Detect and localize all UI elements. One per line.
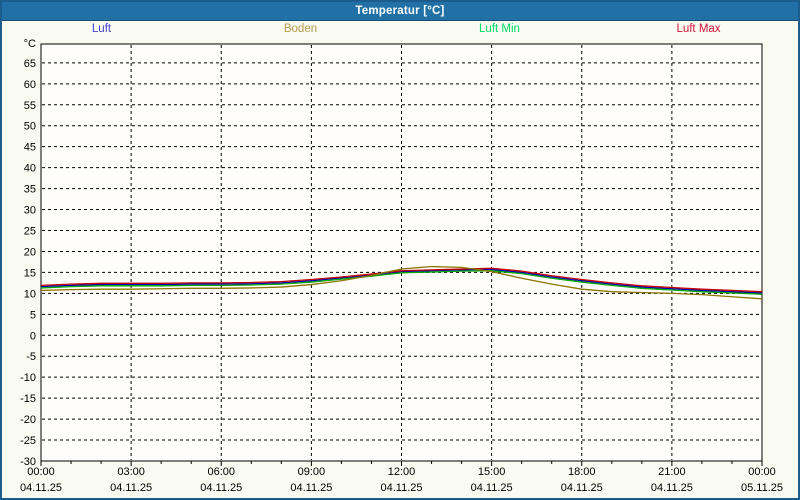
x-tick-time: 09:00 [298, 466, 326, 478]
x-tick-date: 04.11.25 [110, 482, 152, 494]
x-tick-time: 06:00 [207, 466, 235, 478]
x-tick-date: 04.11.25 [200, 482, 242, 494]
y-tick-label: 20 [24, 246, 36, 258]
y-tick-label: -25 [20, 435, 36, 447]
y-tick-label: 60 [24, 79, 36, 91]
legend-item-luft-max: Luft Max [676, 23, 721, 35]
y-tick-label: 15 [24, 267, 36, 279]
window-title-bar: Temperatur [°C] [2, 2, 798, 21]
chart-area: 65 60 55 50 45 40 35 30 25 20 15 10 5 0 -5 -10 -15 -20 -25… [2, 37, 798, 498]
legend-item-boden: Boden [283, 23, 318, 35]
y-tick-label: -5 [26, 351, 36, 363]
y-tick-label: -30 [20, 456, 36, 468]
y-tick-label: 65 [24, 58, 36, 70]
y-tick-label: 50 [24, 121, 36, 133]
y-tick-label: -20 [20, 414, 36, 426]
series-line-boden [40, 265, 763, 300]
x-tick-time: 12:00 [388, 466, 416, 478]
x-tick-time: 21:00 [658, 466, 686, 478]
y-tick-label: 45 [24, 142, 36, 154]
series-line-luft [40, 268, 763, 294]
y-tick-label: -10 [20, 372, 36, 384]
x-tick-time: 00:00 [748, 466, 776, 478]
x-tick-date: 04.11.25 [380, 482, 422, 494]
x-tick-date: 04.11.25 [20, 482, 62, 494]
series-line-luft-min [40, 270, 763, 295]
y-axis-unit-label: °C [24, 38, 36, 50]
y-tick-label: 0 [30, 330, 36, 342]
series-line-luft-max [40, 267, 763, 293]
x-tick-time: 15:00 [478, 466, 506, 478]
x-tick-time: 03:00 [117, 466, 145, 478]
y-tick-label: 10 [24, 288, 36, 300]
y-tick-label: 40 [24, 163, 36, 175]
y-tick-label: 55 [24, 100, 36, 112]
y-tick-label: 25 [24, 225, 36, 237]
x-tick-time: 00:00 [27, 466, 55, 478]
legend-item-luft: Luft [91, 23, 112, 35]
x-tick-date: 04.11.25 [471, 482, 513, 494]
x-tick-labels: 00:00 04.11.25 03:00 04.11.25 06:00 04.11.25 0… [20, 466, 783, 494]
y-tick-label: 35 [24, 184, 36, 196]
x-tick-date: 04.11.25 [561, 482, 603, 494]
y-tick-labels: 65605550454035302520151050-5-10-15-20-25… [20, 58, 36, 468]
x-tick-time: 18:00 [568, 466, 596, 478]
x-tick-date: 05.11.25 [741, 482, 783, 494]
y-tick-label: 5 [30, 309, 36, 321]
plot-border [40, 43, 763, 462]
temperature-chart: 65605550454035302520151050-5-10-15-20-25… [20, 38, 783, 494]
y-tick-label: 30 [24, 205, 36, 217]
x-tick-date: 04.11.25 [290, 482, 332, 494]
x-tick-date: 04.11.25 [651, 482, 693, 494]
legend-item-luft-min: Luft Min [479, 23, 520, 35]
page-title: Temperatur [°C] [355, 5, 445, 17]
legend: Luft Boden Luft Min Luft Max [2, 21, 798, 37]
y-tick-label: -15 [20, 393, 36, 405]
